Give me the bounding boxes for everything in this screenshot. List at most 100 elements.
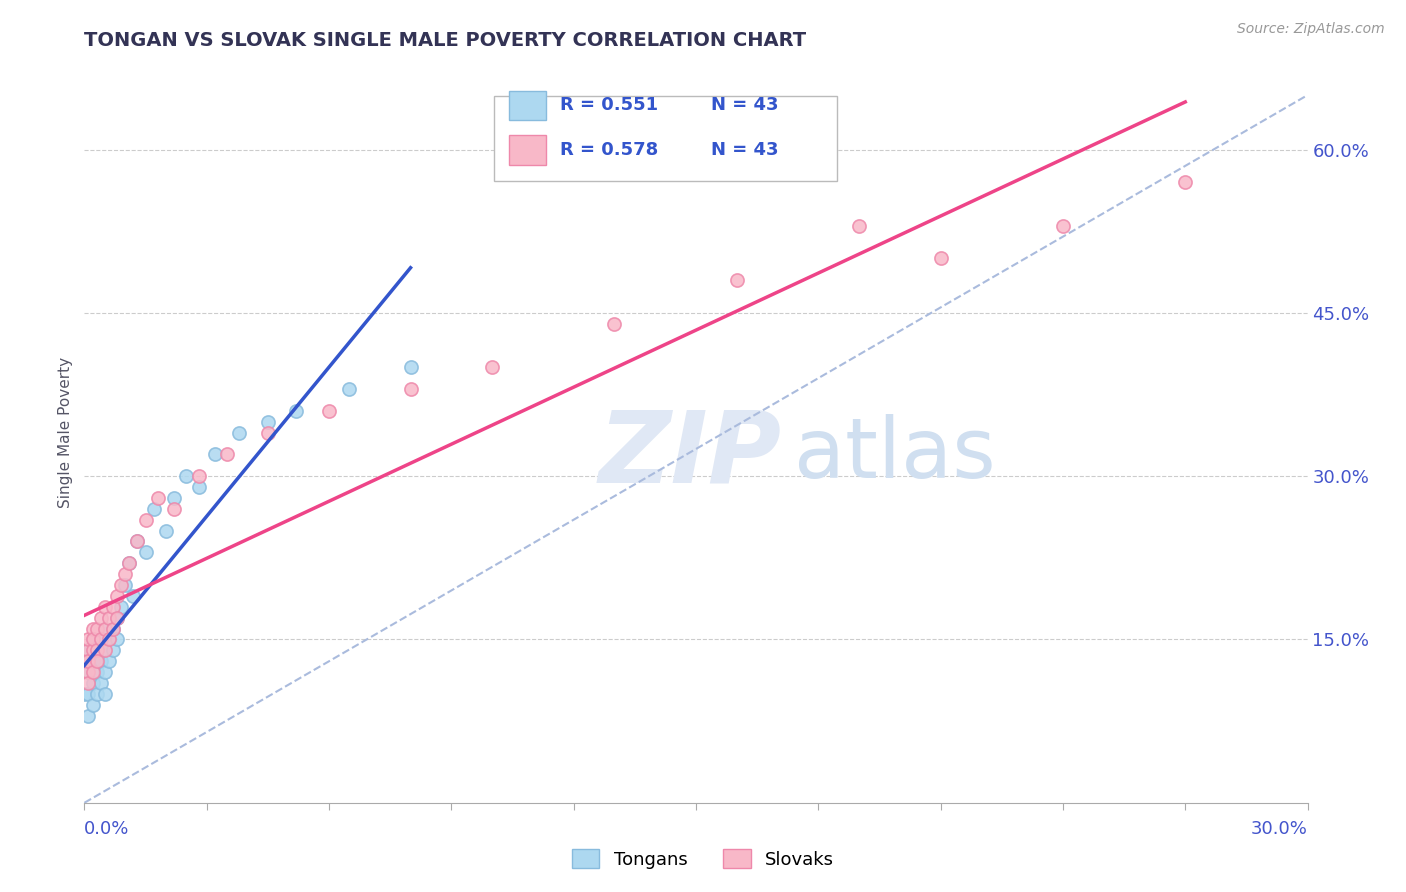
Point [481, 360, 503, 375]
Text: N = 43: N = 43 [710, 141, 778, 159]
Point [82, 665, 104, 680]
Text: Source: ZipAtlas.com: Source: ZipAtlas.com [1237, 22, 1385, 37]
Point [285, 404, 308, 418]
Point [318, 404, 340, 418]
Point [399, 382, 422, 396]
Point [101, 622, 124, 636]
Point [105, 589, 128, 603]
Point [93, 665, 115, 680]
Point [73, 687, 96, 701]
Point [77, 665, 100, 680]
Point [82, 632, 104, 647]
Point [105, 632, 128, 647]
Point [603, 317, 626, 331]
Point [77, 687, 100, 701]
Text: R = 0.578: R = 0.578 [560, 141, 658, 159]
Point [77, 654, 100, 668]
Point [93, 599, 115, 614]
Point [77, 708, 100, 723]
Point [93, 687, 115, 701]
Point [86, 622, 108, 636]
Point [82, 622, 104, 636]
Point [929, 252, 952, 266]
Point [101, 599, 124, 614]
Point [257, 415, 280, 429]
Text: ZIP: ZIP [598, 407, 782, 503]
Point [82, 632, 104, 647]
Point [174, 469, 197, 483]
Point [339, 382, 361, 396]
Point [97, 632, 120, 647]
Point [105, 611, 128, 625]
Point [101, 622, 124, 636]
Y-axis label: Single Male Poverty: Single Male Poverty [58, 357, 73, 508]
Text: 0.0%: 0.0% [84, 820, 129, 838]
Point [114, 567, 136, 582]
Point [77, 632, 100, 647]
FancyBboxPatch shape [494, 95, 837, 181]
Point [127, 534, 149, 549]
Point [77, 654, 100, 668]
Point [97, 632, 120, 647]
Point [187, 469, 209, 483]
Point [77, 643, 100, 657]
Point [228, 425, 250, 440]
FancyBboxPatch shape [509, 91, 546, 120]
Point [90, 611, 112, 625]
Text: atlas: atlas [794, 414, 995, 495]
Point [122, 589, 145, 603]
Point [82, 676, 104, 690]
Point [163, 491, 186, 505]
Point [82, 643, 104, 657]
Point [105, 611, 128, 625]
Point [135, 545, 157, 559]
Point [86, 643, 108, 657]
Point [93, 643, 115, 657]
Text: TONGAN VS SLOVAK SINGLE MALE POVERTY CORRELATION CHART: TONGAN VS SLOVAK SINGLE MALE POVERTY COR… [84, 30, 807, 50]
Point [848, 219, 870, 233]
Point [90, 676, 112, 690]
Point [204, 447, 226, 461]
Text: N = 43: N = 43 [710, 96, 778, 114]
Point [90, 654, 112, 668]
Point [217, 447, 239, 461]
Legend: Tongans, Slovaks: Tongans, Slovaks [565, 842, 841, 876]
FancyBboxPatch shape [509, 135, 546, 165]
Point [1174, 175, 1197, 189]
Point [257, 425, 280, 440]
Point [155, 524, 177, 538]
Point [77, 665, 100, 680]
Point [1052, 219, 1074, 233]
Point [399, 360, 422, 375]
Point [86, 665, 108, 680]
Point [114, 578, 136, 592]
Point [77, 676, 100, 690]
Point [135, 513, 157, 527]
Point [82, 698, 104, 712]
Point [187, 480, 209, 494]
Point [86, 643, 108, 657]
Point [163, 501, 186, 516]
Point [118, 556, 141, 570]
Point [93, 643, 115, 657]
Point [118, 556, 141, 570]
Point [77, 643, 100, 657]
Point [127, 534, 149, 549]
Point [110, 578, 132, 592]
Point [82, 654, 104, 668]
Point [93, 622, 115, 636]
Point [86, 654, 108, 668]
Point [97, 654, 120, 668]
Point [90, 632, 112, 647]
Point [86, 687, 108, 701]
Point [725, 273, 748, 287]
Text: R = 0.551: R = 0.551 [560, 96, 658, 114]
Point [146, 491, 169, 505]
Point [93, 622, 115, 636]
Point [97, 611, 120, 625]
Text: 30.0%: 30.0% [1251, 820, 1308, 838]
Point [142, 501, 165, 516]
Point [101, 643, 124, 657]
Point [73, 654, 96, 668]
Point [90, 632, 112, 647]
